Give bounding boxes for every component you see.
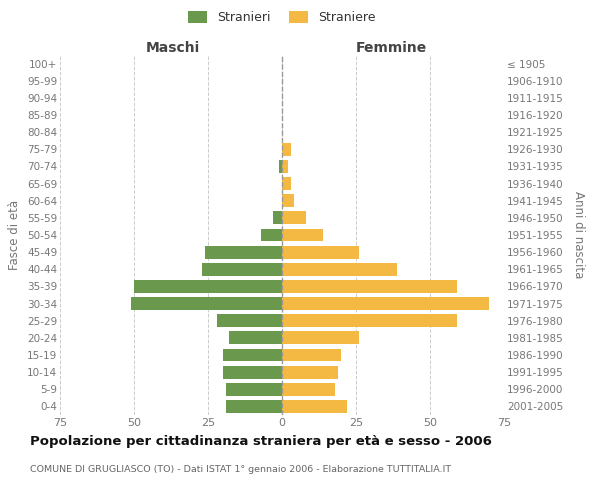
- Bar: [282, 332, 359, 344]
- Bar: [205, 246, 282, 258]
- Text: Femmine: Femmine: [356, 41, 427, 55]
- Bar: [282, 383, 335, 396]
- Bar: [223, 348, 282, 362]
- Bar: [282, 194, 294, 207]
- Bar: [261, 228, 282, 241]
- Bar: [282, 348, 341, 362]
- Legend: Stranieri, Straniere: Stranieri, Straniere: [188, 11, 376, 24]
- Bar: [273, 212, 282, 224]
- Bar: [282, 297, 489, 310]
- Bar: [282, 143, 291, 156]
- Bar: [282, 366, 338, 378]
- Bar: [226, 400, 282, 413]
- Y-axis label: Anni di nascita: Anni di nascita: [572, 192, 585, 278]
- Bar: [282, 177, 291, 190]
- Bar: [282, 246, 359, 258]
- Bar: [226, 383, 282, 396]
- Bar: [279, 160, 282, 173]
- Bar: [282, 263, 397, 276]
- Text: COMUNE DI GRUGLIASCO (TO) - Dati ISTAT 1° gennaio 2006 - Elaborazione TUTTITALIA: COMUNE DI GRUGLIASCO (TO) - Dati ISTAT 1…: [30, 465, 451, 474]
- Bar: [223, 366, 282, 378]
- Y-axis label: Fasce di età: Fasce di età: [8, 200, 22, 270]
- Bar: [282, 314, 457, 327]
- Bar: [282, 160, 288, 173]
- Bar: [131, 297, 282, 310]
- Bar: [282, 280, 457, 293]
- Bar: [229, 332, 282, 344]
- Bar: [217, 314, 282, 327]
- Bar: [282, 400, 347, 413]
- Bar: [282, 228, 323, 241]
- Bar: [202, 263, 282, 276]
- Bar: [282, 212, 305, 224]
- Text: Popolazione per cittadinanza straniera per età e sesso - 2006: Popolazione per cittadinanza straniera p…: [30, 435, 492, 448]
- Text: Maschi: Maschi: [145, 41, 200, 55]
- Bar: [134, 280, 282, 293]
